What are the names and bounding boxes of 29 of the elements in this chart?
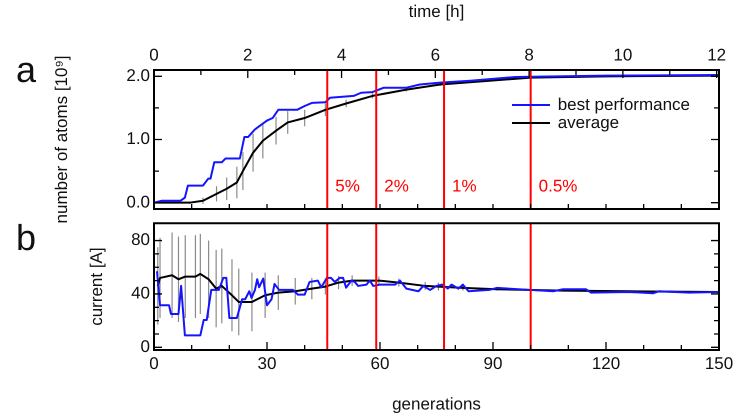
annotation: 2% <box>384 176 409 196</box>
annotation: 1% <box>452 176 477 196</box>
x2-tick-label: 12 <box>707 45 726 64</box>
x-tick-label: 90 <box>484 354 502 373</box>
y-tick-label: 40 <box>131 284 150 303</box>
x-axis-title: generations <box>392 394 481 414</box>
text: b <box>16 217 36 258</box>
legend-label: best performance <box>558 95 690 114</box>
text: a <box>16 49 36 90</box>
legend-label: average <box>558 113 620 132</box>
x-tick-label: 150 <box>704 354 734 373</box>
annotation: 0.5% <box>538 176 578 196</box>
y-tick-label: 80 <box>131 230 150 250</box>
x-tick-label: 30 <box>258 354 276 373</box>
x2-tick-label: 2 <box>243 45 253 64</box>
y-tick-label: 2.0 <box>126 66 150 86</box>
y-tick-label: 0.0 <box>126 192 150 212</box>
y-axis-title: number of atoms [10⁹] <box>52 56 71 224</box>
y-tick-label: 0 <box>140 337 150 356</box>
y-axis-title: current [A] <box>86 247 106 326</box>
x2-tick-label: 8 <box>524 45 534 64</box>
annotation: 5% <box>335 176 360 196</box>
x2-tick-label: 4 <box>336 45 346 64</box>
x-tick-label: 120 <box>592 354 620 373</box>
y-tick-label: 1.0 <box>126 129 150 148</box>
x2-tick-label: 10 <box>613 45 632 64</box>
x-tick-label: 60 <box>370 354 390 373</box>
x2-tick-label: 6 <box>430 45 440 64</box>
x2-axis-title: time [h] <box>408 2 464 21</box>
